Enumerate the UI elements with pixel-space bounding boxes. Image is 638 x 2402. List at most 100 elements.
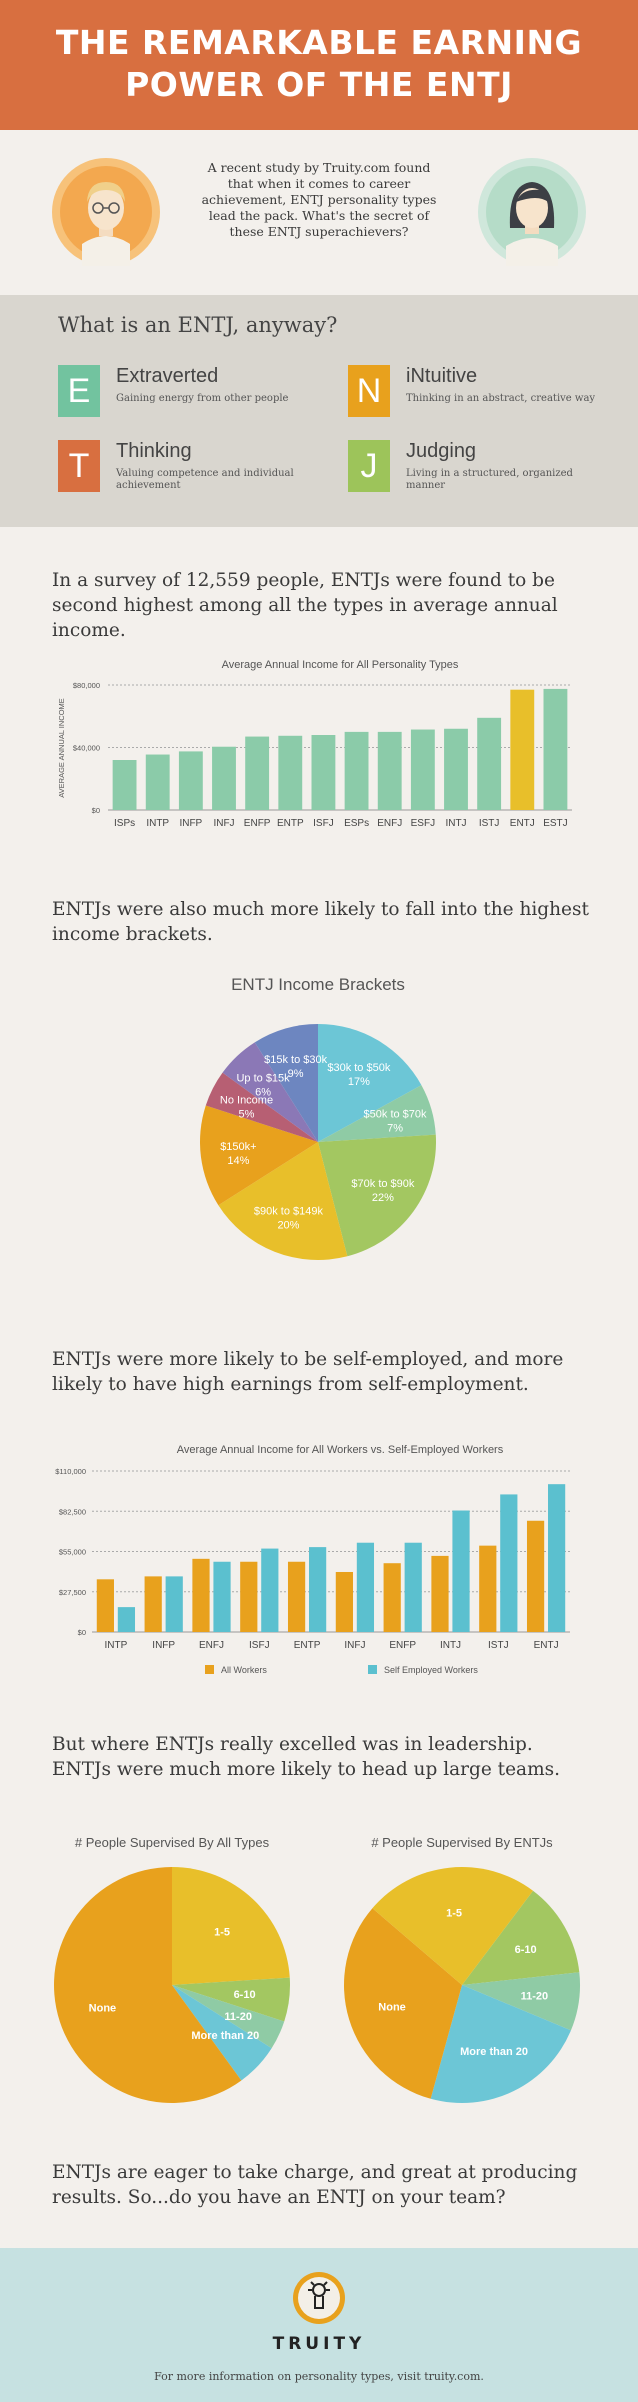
self-employed-text: ENTJs were more likely to be self-employ…	[52, 1349, 564, 1395]
bar-entp-all	[287, 1561, 306, 1632]
slice-more-than-20	[430, 1985, 571, 2103]
slice-label: 6-10	[234, 1989, 256, 2001]
x-tick-label: ENFP	[389, 1640, 416, 1651]
x-tick-label: ESTJ	[543, 818, 567, 829]
y-axis-label: AVERAGE ANNUAL INCOME	[57, 698, 66, 798]
slice-label: 1-5	[214, 1927, 230, 1939]
footer-text: For more information on personality type…	[154, 2370, 484, 2383]
header-banner: THE REMARKABLE EARNING POWER OF THE ENTJ	[0, 0, 638, 130]
bar-enfj-self	[213, 1561, 231, 1632]
slice-label: More than 20	[191, 2030, 259, 2042]
y-tick-label: $80,000	[73, 681, 100, 690]
truity-logo-icon	[293, 2272, 345, 2324]
y-tick-label: $55,000	[59, 1548, 86, 1557]
slice-6-10	[172, 1977, 290, 2022]
legend-label: Self Employed Workers	[384, 1665, 478, 1675]
self-employed-chart: Average Annual Income for All Workers vs…	[55, 1444, 570, 1675]
x-tick-label: INFP	[152, 1640, 175, 1651]
slice-1-5	[172, 1867, 290, 1985]
bar-intj	[444, 728, 468, 810]
bar-istj-all	[479, 1545, 497, 1632]
legend-swatch	[205, 1665, 214, 1674]
x-tick-label: INTJ	[445, 818, 466, 829]
slice--150k-	[200, 1105, 318, 1206]
slice--30k-to-50k	[318, 1024, 422, 1142]
chart-title: # People Supervised By All Types	[75, 1835, 270, 1850]
male-avatar-icon	[52, 158, 160, 266]
bar-infp-self	[165, 1576, 183, 1632]
trait-desc: Thinking in an abstract, creative way	[406, 393, 596, 404]
trait-name: iNtuitive	[406, 365, 478, 387]
slice-label: 11-20	[224, 2011, 252, 2023]
bar-entp-self	[309, 1547, 327, 1632]
pie-entj: 6-10 11-20 More than 20 None 1-5	[344, 1867, 580, 2103]
slice-11-20	[172, 1985, 285, 2049]
slice-label: 1-5	[446, 1907, 462, 1919]
x-tick-label: INTJ	[440, 1640, 461, 1651]
trait-letter: N	[348, 365, 390, 417]
slice-pct: 5%	[239, 1109, 255, 1121]
slice-6-10	[462, 1890, 580, 1985]
survey-text: In a survey of 12,559 people, ENTJs were…	[52, 570, 558, 641]
legend-swatch	[368, 1665, 377, 1674]
slice-label: More than 20	[460, 2046, 528, 2058]
x-tick-label: ISTJ	[479, 818, 500, 829]
slice-1-5	[372, 1867, 534, 1985]
slice--90k-to-149k	[218, 1142, 348, 1260]
footer: TRUITY For more information on personali…	[0, 2248, 638, 2402]
slice--70k-to-90k	[318, 1134, 436, 1257]
x-tick-label: ENTP	[277, 818, 304, 829]
slice-label: 6-10	[515, 1944, 537, 1956]
slice-pct: 6%	[255, 1087, 271, 1099]
bar-estj	[543, 688, 568, 810]
slice-label: Up to $15k	[236, 1073, 290, 1085]
x-tick-label: INFJ	[213, 818, 234, 829]
slice-pct: 9%	[288, 1068, 304, 1080]
trait-letter: E	[58, 365, 100, 417]
brackets-text: ENTJs were also much more likely to fall…	[52, 899, 589, 945]
x-tick-label: ISFJ	[249, 1640, 270, 1651]
bar-infp-all	[144, 1576, 162, 1632]
trait-thinking: T Thinking Valuing competence and individu…	[58, 440, 308, 500]
bar-intj-self	[452, 1510, 470, 1632]
bar-enfj-all	[192, 1558, 210, 1632]
y-tick-label: $110,000	[55, 1467, 86, 1476]
leadership-text: But where ENTJs really excelled was in l…	[52, 1734, 560, 1780]
x-tick-label: ESPs	[344, 818, 369, 829]
slice-label: $50k to $70k	[364, 1109, 427, 1121]
trait-desc: Valuing competence and individual achiev…	[116, 468, 294, 491]
bar-istj	[477, 717, 502, 810]
bar-entp	[278, 735, 303, 810]
bar-esfj	[410, 729, 435, 810]
income-by-type-chart: Average Annual Income for All Personalit…	[57, 659, 572, 829]
bar-enfj	[377, 731, 402, 810]
bar-enfp-all	[383, 1563, 401, 1632]
slice-label: None	[378, 2001, 406, 2013]
chart-title: Average Annual Income for All Workers vs…	[177, 1444, 504, 1456]
slice-label: None	[89, 2003, 117, 2015]
trait-letter: J	[348, 440, 390, 492]
slice-label: $30k to $50k	[327, 1062, 390, 1074]
x-tick-label: ENTJ	[510, 818, 535, 829]
trait-letter: T	[58, 440, 100, 492]
chart-title: ENTJ Income Brackets	[231, 975, 405, 994]
trait-desc: Living in a structured, organized manner	[406, 468, 573, 491]
female-avatar-icon	[478, 158, 586, 266]
y-tick-label: $0	[78, 1628, 86, 1637]
bar-esps	[344, 731, 369, 810]
bar-infj-all	[335, 1571, 353, 1632]
bar-isfj	[311, 735, 336, 810]
slice-none	[53, 1867, 242, 2103]
bar-entj-self	[548, 1484, 566, 1632]
slice-pct: 14%	[227, 1155, 249, 1167]
bar-infj-self	[356, 1542, 375, 1632]
x-tick-label: ENFJ	[377, 818, 402, 829]
x-tick-label: ENTJ	[534, 1640, 559, 1651]
slice-pct: 17%	[348, 1076, 370, 1088]
x-tick-label: INFJ	[344, 1640, 365, 1651]
bar-istj-self	[500, 1494, 518, 1632]
bar-isfj-self	[261, 1548, 279, 1632]
legend-label: All Workers	[221, 1665, 267, 1675]
